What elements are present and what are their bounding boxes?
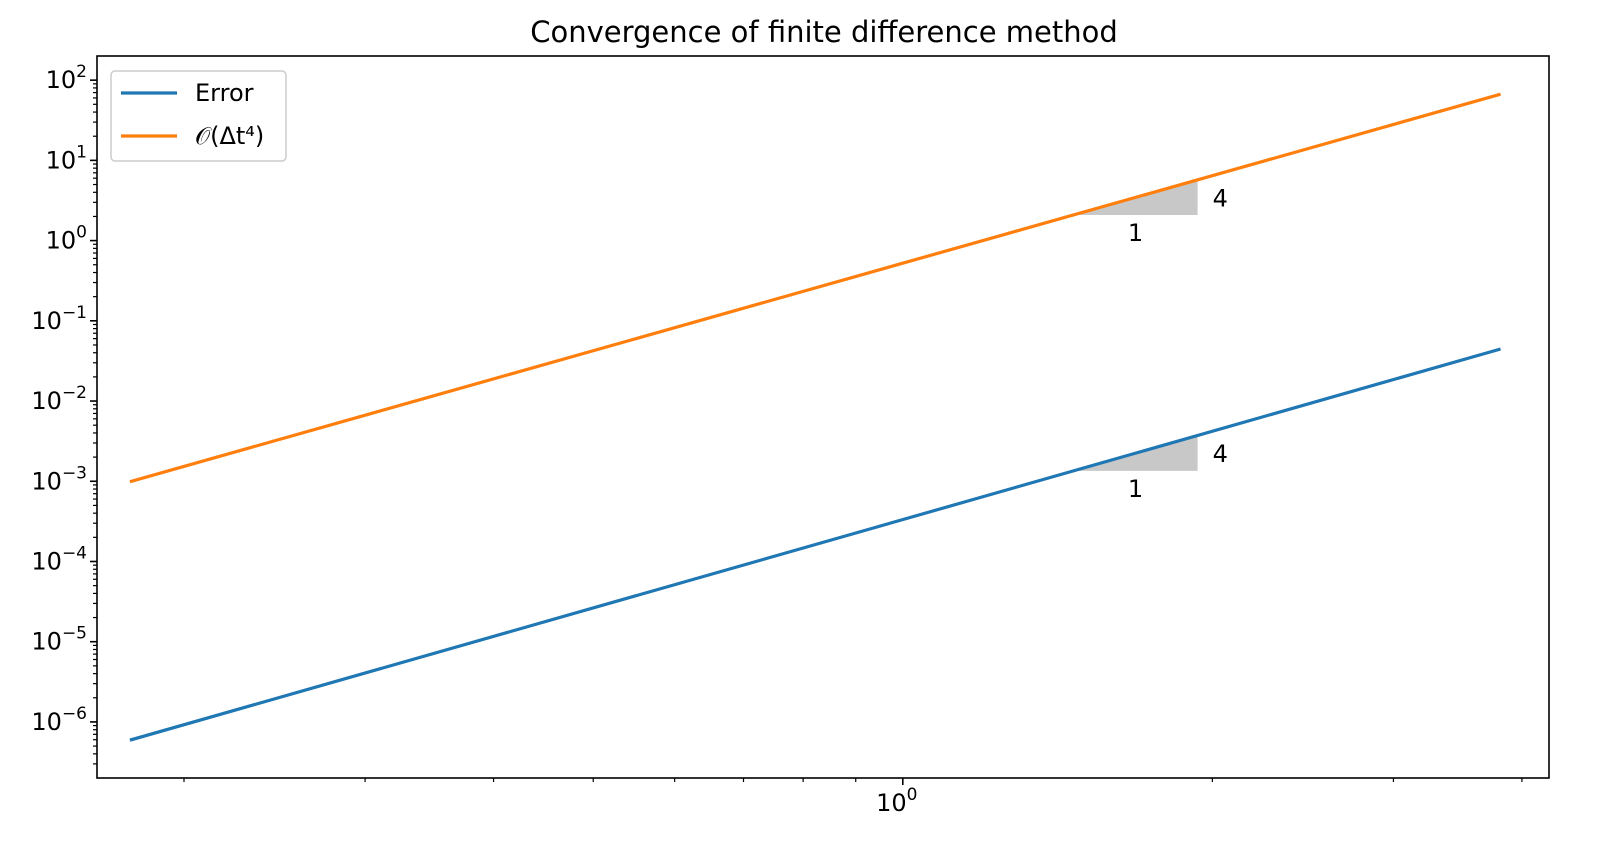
slope-run-label: 1 — [1128, 219, 1143, 247]
chart-title: Convergence of finite difference method — [530, 15, 1118, 49]
slope-rise-label: 4 — [1213, 184, 1228, 212]
legend: Error 𝒪(Δt⁴) — [110, 70, 287, 162]
y-tick-label: 10−6 — [31, 704, 87, 736]
series-line — [129, 347, 1501, 742]
axes-frame — [96, 55, 1550, 779]
y-tick-label: 10−4 — [31, 543, 87, 575]
y-tick-label: 10−3 — [31, 463, 87, 495]
y-tick-label: 100 — [46, 223, 87, 255]
legend-label: Error — [195, 79, 254, 107]
legend-label: 𝒪(Δt⁴) — [195, 122, 264, 150]
slope-run-label: 1 — [1128, 475, 1143, 503]
y-tick-label: 10−1 — [31, 303, 87, 335]
plot-area: 1 4 1 4 — [129, 92, 1501, 742]
x-tick-label: 100 — [876, 785, 917, 817]
y-tick-label: 10−2 — [31, 383, 87, 415]
y-tick-label: 101 — [46, 142, 87, 174]
slope-rise-label: 4 — [1213, 440, 1228, 468]
y-tick-label: 10−5 — [31, 624, 87, 656]
series-line — [129, 92, 1501, 484]
axes: 102 101 100 10−1 10−2 10−3 10−4 10−5 10−6 100 — [31, 55, 1550, 817]
y-tick-label: 102 — [46, 62, 87, 94]
